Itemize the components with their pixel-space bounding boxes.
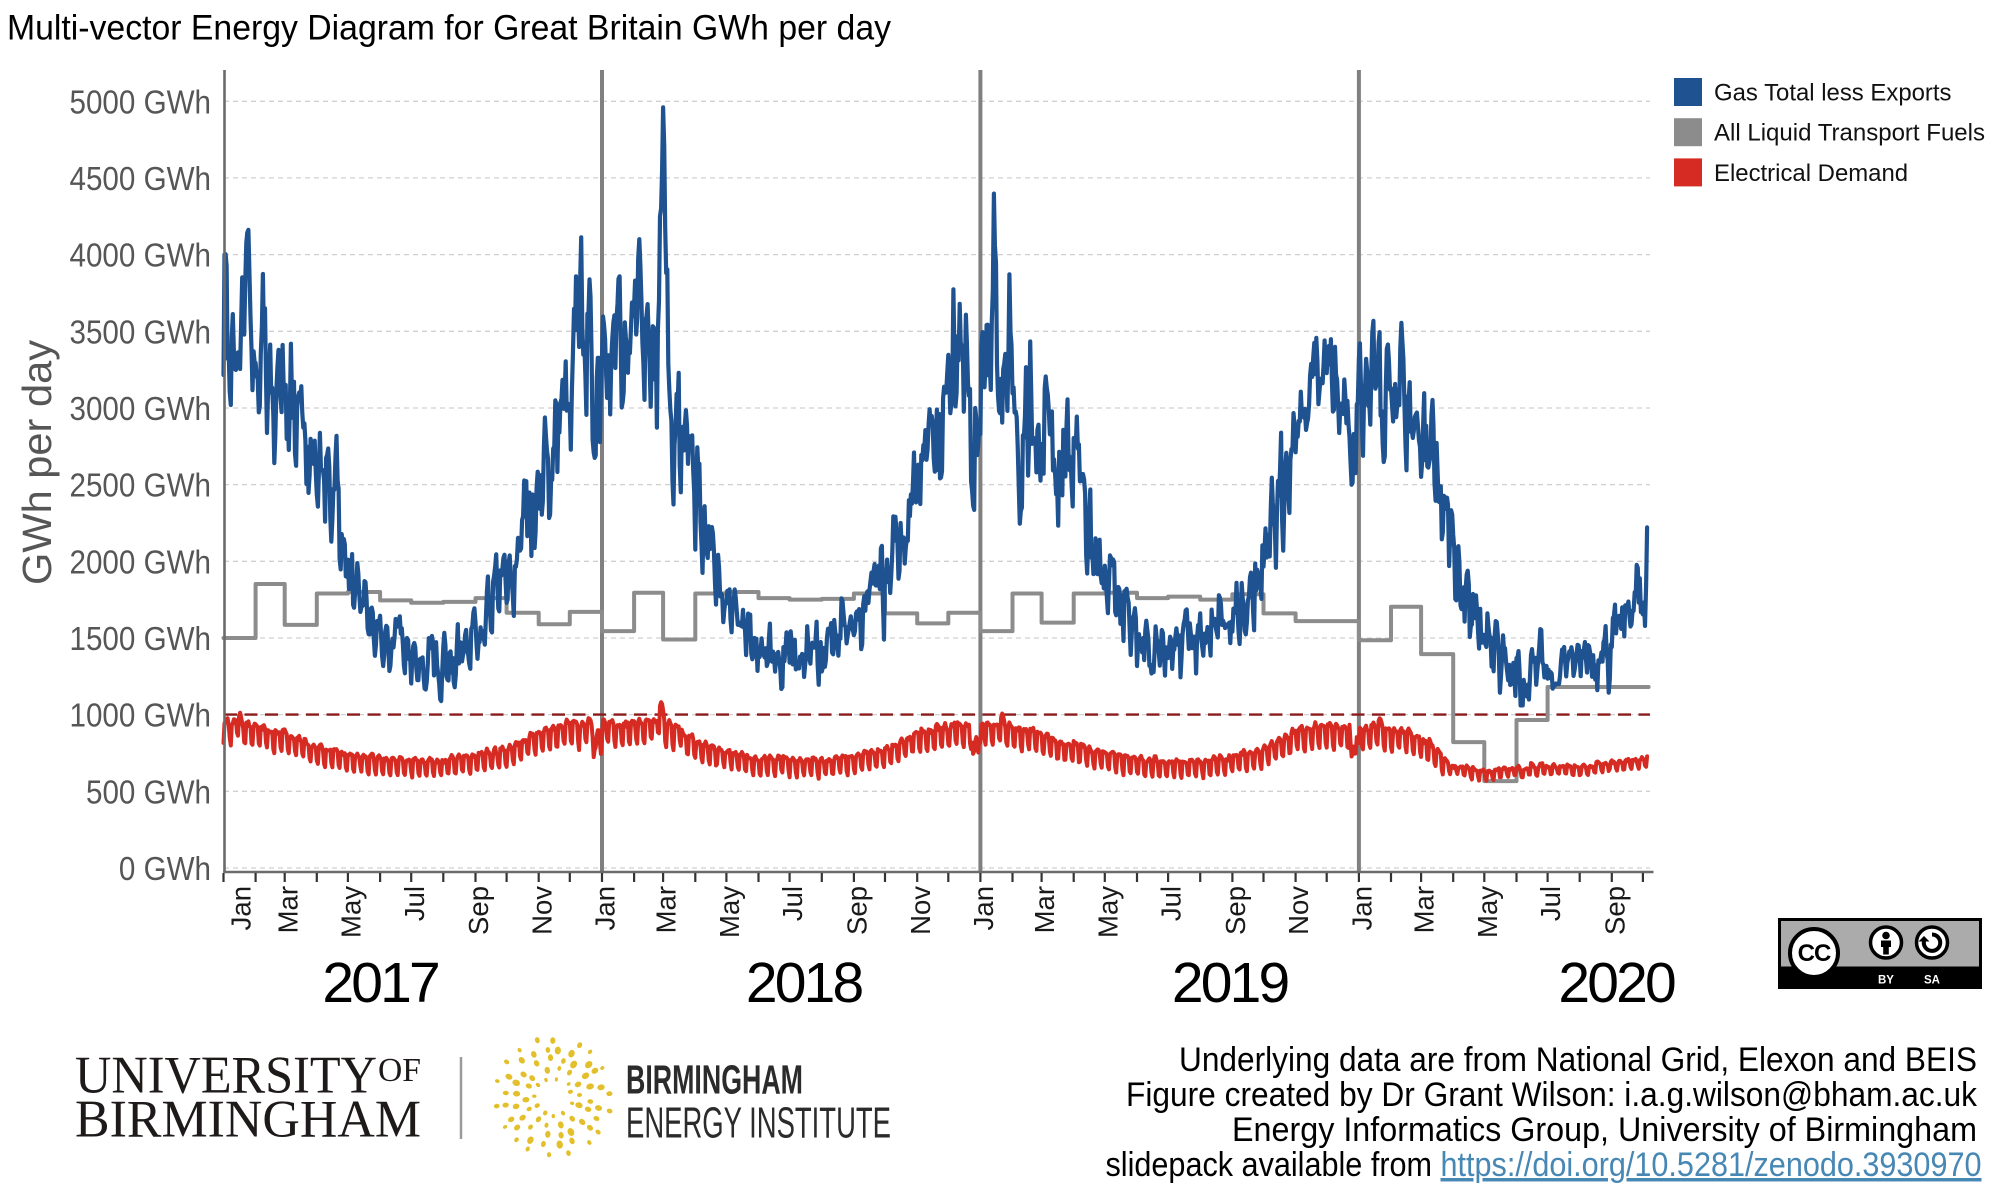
svg-text:5000 GWh: 5000 GWh: [70, 83, 212, 120]
svg-text:Mar: Mar: [1029, 886, 1060, 933]
svg-text:Sep: Sep: [1599, 886, 1630, 935]
svg-text:3500 GWh: 3500 GWh: [70, 313, 212, 350]
svg-text:2018: 2018: [746, 951, 864, 1015]
svg-text:CC: CC: [1798, 940, 1831, 967]
svg-text:slidepack available from https: slidepack available from https://doi.org…: [1106, 1146, 1982, 1184]
svg-text:4500 GWh: 4500 GWh: [70, 160, 212, 197]
svg-text:Multi-vector Energy Diagram fo: Multi-vector Energy Diagram for Great Br…: [7, 9, 891, 48]
svg-text:GWh per day: GWh per day: [14, 340, 60, 585]
svg-text:Jan: Jan: [590, 886, 621, 930]
svg-text:May: May: [1472, 886, 1503, 938]
svg-text:Jan: Jan: [226, 886, 257, 930]
svg-text:Nov: Nov: [905, 886, 936, 935]
svg-text:BY: BY: [1878, 975, 1894, 987]
svg-text:Mar: Mar: [651, 886, 682, 933]
svg-text:Nov: Nov: [526, 886, 557, 935]
svg-text:All Liquid Transport Fuels: All Liquid Transport Fuels: [1714, 120, 1985, 147]
svg-text:4000 GWh: 4000 GWh: [70, 237, 212, 274]
svg-text:2000 GWh: 2000 GWh: [70, 543, 212, 580]
svg-text:3000 GWh: 3000 GWh: [70, 390, 212, 427]
svg-text:UNIVERSITY: UNIVERSITY: [75, 1047, 377, 1105]
svg-text:Figure created by Dr Grant Wil: Figure created by Dr Grant Wilson: i.a.g…: [1126, 1076, 1978, 1114]
svg-text:Jan: Jan: [968, 886, 999, 930]
svg-text:Sep: Sep: [1220, 886, 1251, 935]
svg-text:ENERGY INSTITUTE: ENERGY INSTITUTE: [626, 1100, 891, 1148]
svg-text:Sep: Sep: [842, 886, 873, 935]
svg-text:Sep: Sep: [463, 886, 494, 935]
svg-text:Jul: Jul: [777, 886, 808, 921]
svg-text:2017: 2017: [322, 951, 440, 1015]
svg-text:BIRMINGHAM: BIRMINGHAM: [75, 1091, 421, 1149]
svg-text:2019: 2019: [1172, 951, 1290, 1015]
svg-text:Mar: Mar: [1409, 886, 1440, 933]
svg-text:Jul: Jul: [1535, 886, 1566, 921]
svg-text:Mar: Mar: [272, 886, 303, 933]
svg-text:Underlying data are from Natio: Underlying data are from National Grid, …: [1179, 1041, 1977, 1079]
svg-text:Nov: Nov: [1283, 886, 1314, 935]
svg-text:OF: OF: [378, 1052, 421, 1089]
svg-text:1000 GWh: 1000 GWh: [70, 697, 212, 734]
svg-text:BIRMINGHAM: BIRMINGHAM: [626, 1057, 803, 1103]
svg-text:May: May: [336, 886, 367, 938]
svg-text:2020: 2020: [1558, 951, 1676, 1015]
svg-text:May: May: [714, 886, 745, 938]
svg-text:Jul: Jul: [399, 886, 430, 921]
svg-text:Energy Informatics Group, Univ: Energy Informatics Group, University of …: [1232, 1111, 1977, 1149]
svg-text:0 GWh: 0 GWh: [119, 850, 211, 887]
svg-text:1500 GWh: 1500 GWh: [70, 620, 212, 657]
svg-text:Gas Total less Exports: Gas Total less Exports: [1714, 80, 1952, 107]
svg-text:Jul: Jul: [1156, 886, 1187, 921]
svg-text:500 GWh: 500 GWh: [86, 773, 211, 810]
svg-text:May: May: [1092, 886, 1123, 938]
svg-text:Jan: Jan: [1347, 886, 1378, 930]
svg-text:Electrical Demand: Electrical Demand: [1714, 160, 1908, 187]
svg-text:SA: SA: [1924, 975, 1940, 987]
svg-text:2500 GWh: 2500 GWh: [70, 467, 212, 504]
